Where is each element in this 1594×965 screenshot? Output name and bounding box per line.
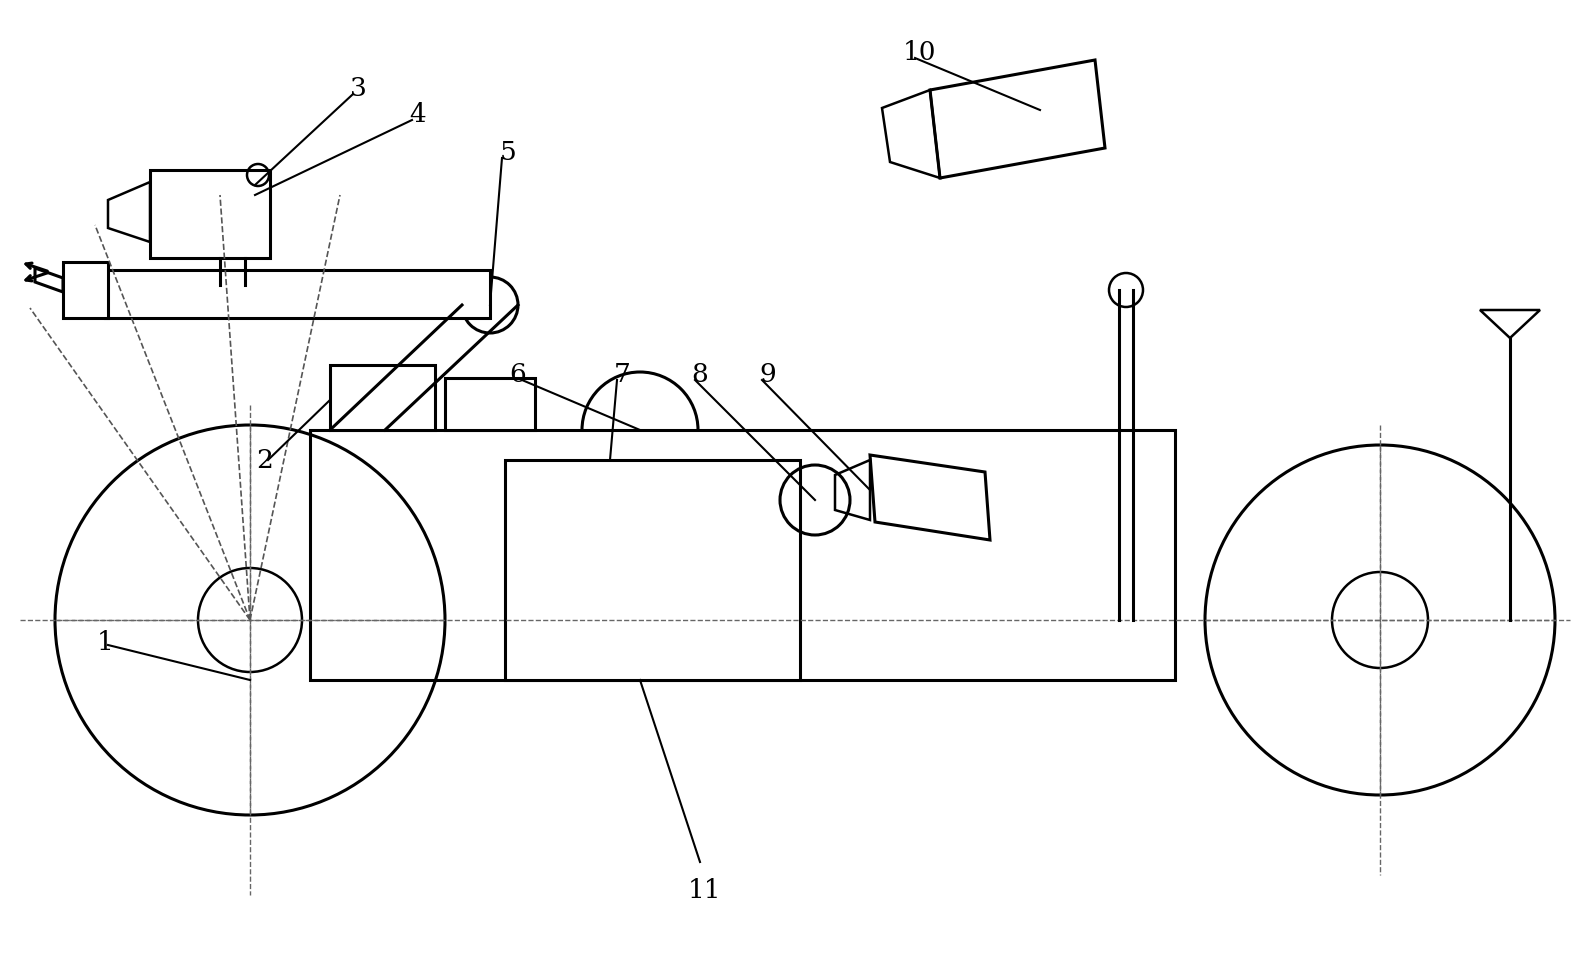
Text: 9: 9 (760, 363, 776, 388)
Bar (505, 460, 800, 680)
Text: 6: 6 (510, 363, 526, 388)
Text: 10: 10 (904, 40, 937, 65)
Bar (64, 262, 108, 318)
Text: 8: 8 (692, 363, 708, 388)
Bar (445, 378, 536, 430)
Text: 11: 11 (689, 877, 722, 902)
Bar (105, 270, 489, 318)
Bar (150, 170, 269, 258)
Text: 1: 1 (97, 630, 113, 655)
Text: 7: 7 (614, 363, 631, 388)
Text: 2: 2 (257, 448, 274, 473)
Text: 3: 3 (349, 75, 367, 100)
Bar (309, 430, 1175, 680)
Text: 5: 5 (499, 140, 516, 164)
Bar (330, 365, 435, 430)
Text: 4: 4 (410, 102, 426, 127)
